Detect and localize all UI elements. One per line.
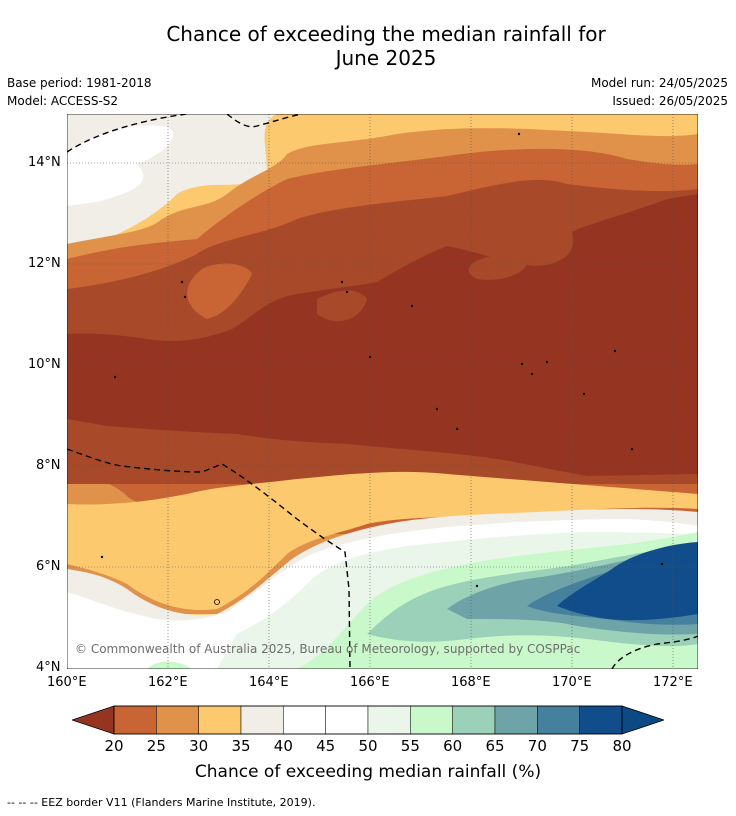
islands xyxy=(100,132,664,605)
band-30-inner-lobe xyxy=(187,263,252,319)
band-white-nw xyxy=(67,125,174,206)
colorbar-cell xyxy=(156,705,199,735)
lat-label: 10°N xyxy=(28,357,61,372)
colorbar-cell xyxy=(410,705,453,735)
colorbar-tick-label: 50 xyxy=(358,737,378,755)
colorbar-cell xyxy=(537,705,580,735)
colorbar-cell xyxy=(240,705,284,735)
colorbar-tick-label: 70 xyxy=(527,737,547,755)
map-panel: © Commonwealth of Australia 2025, Bureau… xyxy=(67,114,698,669)
gridlines xyxy=(67,114,698,669)
colorbar-tick-label: 55 xyxy=(400,737,420,755)
band-25-inner xyxy=(468,255,527,280)
title-line-2: June 2025 xyxy=(335,46,437,70)
colorbar xyxy=(72,704,664,736)
colorbar-tick-label: 80 xyxy=(612,737,632,755)
band-25-inner-2 xyxy=(317,290,367,322)
lon-label: 166°E xyxy=(350,675,390,690)
colorbar-cells xyxy=(113,705,623,735)
colorbar-frame xyxy=(113,705,623,735)
lat-label: 14°N xyxy=(28,155,61,170)
model-name: Model: ACCESS-S2 xyxy=(7,94,119,108)
map-title: Chance of exceeding the median rainfall … xyxy=(0,22,736,70)
colorbar-tick-label: 40 xyxy=(273,737,293,755)
colorbar-svg xyxy=(72,705,664,735)
colorbar-tick-label: 65 xyxy=(485,737,505,755)
eez-border xyxy=(67,114,698,669)
colorbar-tick-label: 60 xyxy=(443,737,463,755)
lon-label: 168°E xyxy=(451,675,491,690)
lat-label: 6°N xyxy=(36,559,61,574)
lat-label: 8°N xyxy=(36,458,61,473)
colorbar-high-extend xyxy=(621,705,664,735)
lon-label: 162°E xyxy=(148,675,188,690)
band-20 xyxy=(67,194,698,476)
colorbar-cell xyxy=(494,705,538,735)
colorbar-cell xyxy=(579,705,623,735)
colorbar-tick-label: 25 xyxy=(146,737,166,755)
colorbar-cell xyxy=(198,705,242,735)
colorbar-tick-label: 45 xyxy=(316,737,336,755)
band-40-south xyxy=(67,471,698,610)
meta-left: Base period: 1981-2018 Model: ACCESS-S2 xyxy=(7,74,152,110)
colorbar-tick-label: 35 xyxy=(231,737,251,755)
band-above-80 xyxy=(557,542,698,621)
contour-map: © Commonwealth of Australia 2025, Bureau… xyxy=(67,114,698,669)
lon-label: 170°E xyxy=(552,675,592,690)
issued-date: Issued: 26/05/2025 xyxy=(612,94,728,108)
colorbar-tick-label: 75 xyxy=(570,737,590,755)
colorbar-cell xyxy=(367,705,411,735)
meta-right: Model run: 24/05/2025 Issued: 26/05/2025 xyxy=(591,74,728,110)
lon-label: 160°E xyxy=(47,675,87,690)
lon-label: 172°E xyxy=(653,675,693,690)
colorbar-low-extend xyxy=(72,705,115,735)
title-line-1: Chance of exceeding the median rainfall … xyxy=(166,22,606,46)
lat-label: 12°N xyxy=(28,256,61,271)
colorbar-cell xyxy=(113,705,157,735)
model-run: Model run: 24/05/2025 xyxy=(590,76,728,90)
colorbar-title: Chance of exceeding median rainfall (%) xyxy=(194,762,542,782)
base-period: Base period: 1981-2018 xyxy=(7,76,152,90)
colorbar-cell xyxy=(325,705,369,735)
copyright-text: © Commonwealth of Australia 2025, Bureau… xyxy=(75,642,580,656)
lat-label: 4°N xyxy=(36,660,61,675)
lon-label: 164°E xyxy=(249,675,289,690)
colorbar-cell xyxy=(283,705,326,735)
colorbar-tick-label: 30 xyxy=(189,737,209,755)
colorbar-cell xyxy=(452,705,496,735)
eez-footnote: -- -- -- EEZ border V11 (Flanders Marine… xyxy=(7,796,316,809)
colorbar-tick-label: 20 xyxy=(104,737,124,755)
